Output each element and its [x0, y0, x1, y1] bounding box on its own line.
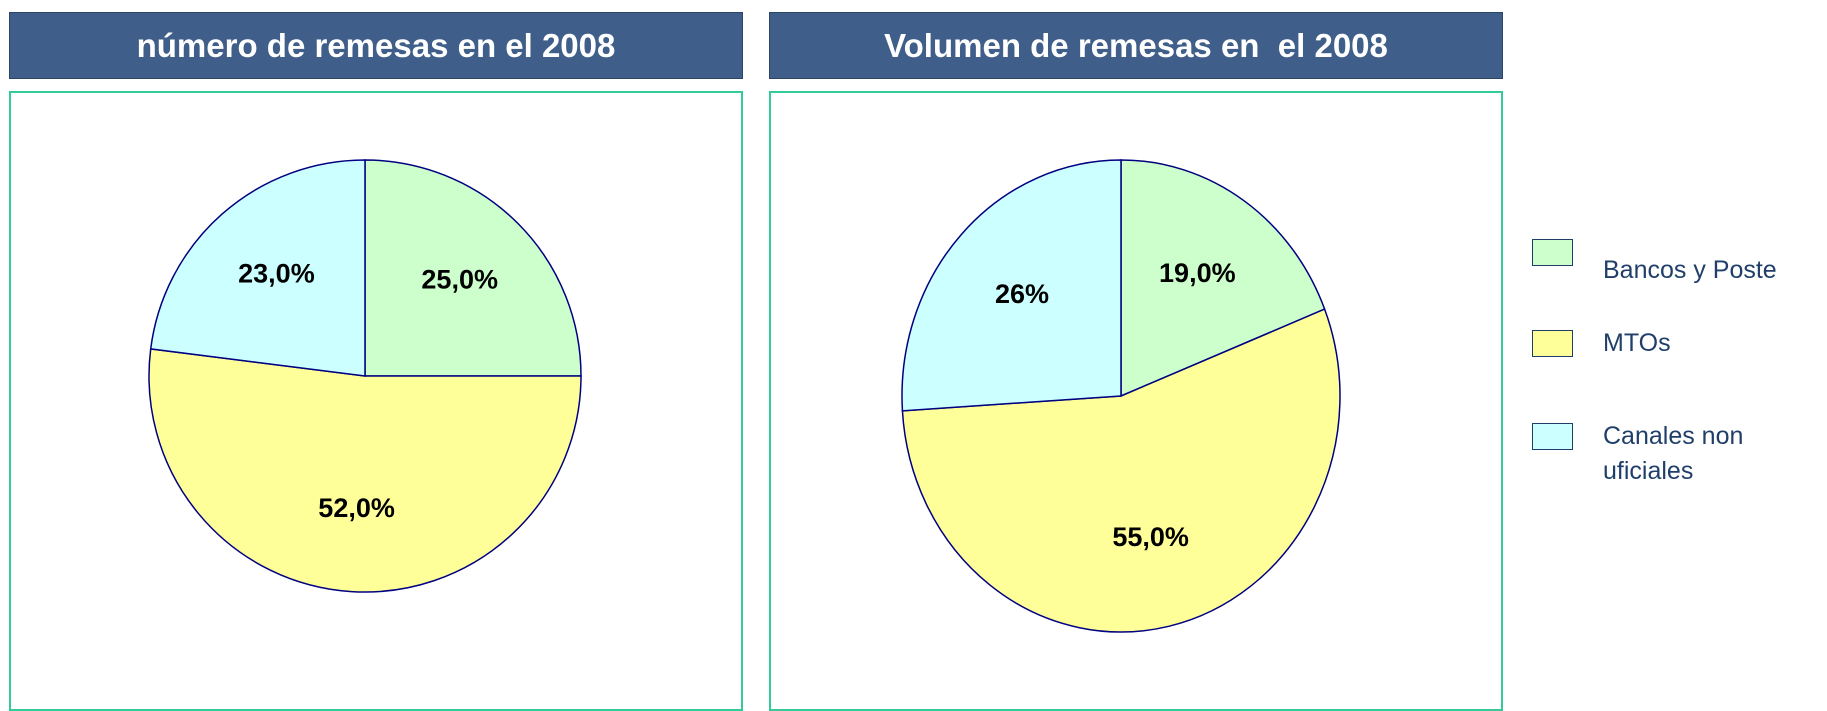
legend-swatch: [1532, 423, 1573, 450]
chart-title: número de remesas en el 2008: [9, 12, 743, 79]
data-label: 19,0%: [1159, 258, 1236, 288]
pie-slice: [364, 159, 582, 377]
legend-swatch: [1532, 330, 1573, 357]
pie-slice: [149, 159, 366, 377]
data-label: 26%: [995, 279, 1049, 309]
chart-title: Volumen de remesas en el 2008: [769, 12, 1503, 79]
data-label: 55,0%: [1112, 522, 1189, 552]
pie-slice: [1120, 159, 1326, 398]
legend-swatch: [1532, 239, 1573, 266]
legend-label: Bancos y Poste: [1603, 256, 1777, 284]
pie-slice: [148, 348, 582, 593]
legend-label: MTOs: [1603, 329, 1671, 357]
pie-slice: [901, 308, 1341, 633]
data-label: 25,0%: [421, 264, 498, 294]
data-label: 23,0%: [238, 259, 315, 289]
data-label: 52,0%: [318, 493, 395, 523]
pie-slice: [901, 159, 1122, 412]
legend-label: Canales non uficiales: [1603, 422, 1744, 485]
